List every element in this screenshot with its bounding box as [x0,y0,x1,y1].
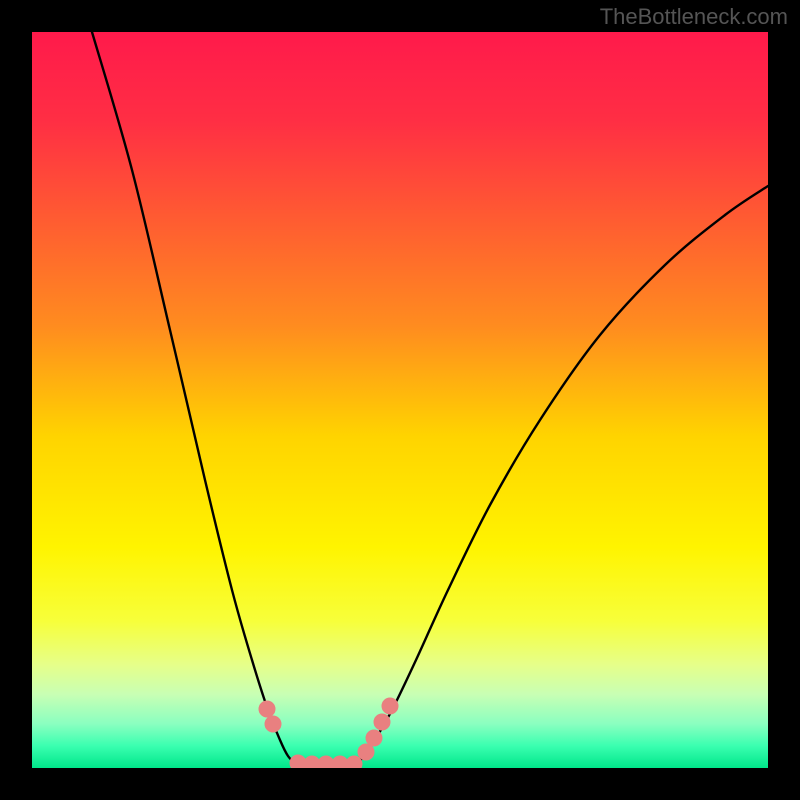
watermark-text: TheBottleneck.com [600,4,788,30]
data-marker [382,698,398,714]
chart-svg [0,0,800,800]
data-marker [259,701,275,717]
chart-container: TheBottleneck.com [0,0,800,800]
plot-background [32,32,768,768]
data-marker [366,730,382,746]
data-marker [374,714,390,730]
data-marker [358,744,374,760]
data-marker [265,716,281,732]
